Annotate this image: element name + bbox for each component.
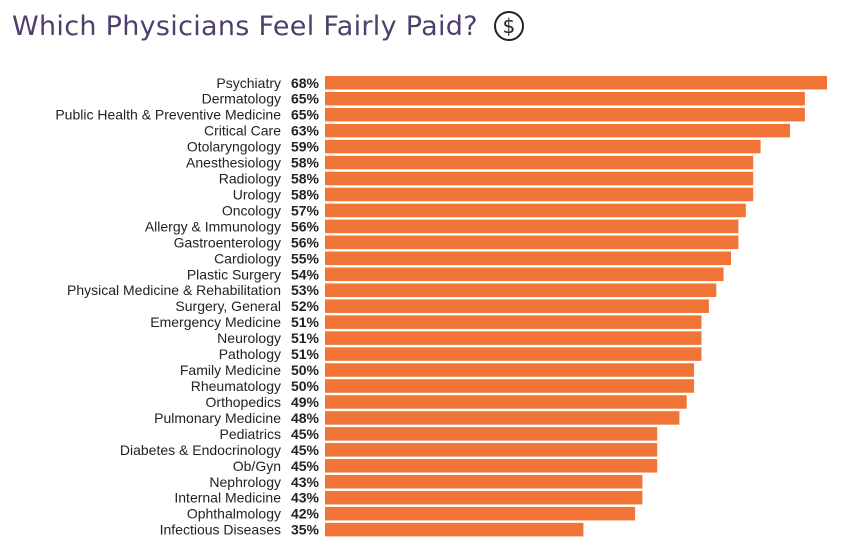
value-label: 58% (291, 171, 320, 187)
category-label: Ob/Gyn (233, 458, 281, 474)
value-label: 43% (291, 474, 320, 490)
category-label: Otolaryngology (187, 139, 281, 155)
bar (325, 475, 643, 489)
bar (325, 171, 754, 186)
bar (325, 267, 724, 282)
value-label: 56% (291, 218, 320, 234)
bar (325, 363, 695, 377)
bar (325, 251, 731, 266)
bar (325, 379, 695, 393)
category-label: Neurology (217, 330, 281, 346)
value-label: 49% (291, 394, 320, 410)
bar (325, 299, 709, 313)
bar (325, 490, 643, 505)
bar (325, 155, 754, 170)
value-label: 52% (291, 298, 320, 314)
category-label: Nephrology (209, 474, 281, 490)
value-label: 57% (291, 202, 320, 218)
bar (325, 315, 702, 329)
value-label: 59% (291, 139, 320, 155)
bar (325, 76, 827, 90)
value-label: 35% (291, 522, 320, 538)
bar (325, 139, 761, 154)
value-label: 51% (291, 346, 320, 362)
value-label: 43% (291, 490, 320, 506)
category-label: Family Medicine (180, 362, 281, 378)
category-label: Pediatrics (220, 426, 281, 442)
category-label: Radiology (219, 171, 281, 187)
category-label: Urology (233, 186, 281, 202)
category-label: Cardiology (214, 250, 281, 266)
category-label: Critical Care (204, 123, 281, 139)
value-label: 63% (291, 123, 320, 139)
category-label: Dermatology (202, 91, 281, 107)
value-label: 45% (291, 426, 320, 442)
value-label: 58% (291, 155, 320, 171)
category-label: Oncology (222, 202, 281, 218)
bar (325, 506, 636, 521)
category-label: Ophthalmology (187, 506, 281, 522)
category-label: Anesthesiology (186, 155, 281, 171)
bar (325, 91, 805, 106)
category-label: Infectious Diseases (160, 522, 281, 538)
value-label: 54% (291, 266, 320, 282)
value-label: 45% (291, 442, 320, 458)
category-label: Psychiatry (216, 75, 281, 91)
bar (325, 522, 584, 537)
dollar-circle-icon: $ (493, 11, 524, 41)
category-label: Allergy & Immunology (145, 218, 281, 234)
category-label: Orthopedics (206, 394, 281, 410)
value-label: 68% (291, 75, 320, 91)
bar (325, 203, 746, 218)
bar (325, 459, 658, 473)
bar (325, 235, 739, 250)
value-label: 42% (291, 506, 320, 522)
chart-title: Which Physicians Feel Fairly Paid? (12, 10, 478, 42)
bar (325, 411, 680, 425)
category-label: Surgery, General (175, 298, 281, 314)
category-label: Rheumatology (191, 378, 281, 394)
chart-header: Which Physicians Feel Fairly Paid? $ (12, 6, 524, 46)
category-label: Plastic Surgery (187, 266, 281, 282)
value-label: 51% (291, 314, 320, 330)
category-label: Gastroenterology (174, 234, 281, 250)
category-label: Pathology (219, 346, 281, 362)
value-label: 53% (291, 282, 320, 298)
bar (325, 123, 791, 138)
bar (325, 187, 754, 202)
value-label: 65% (291, 91, 320, 107)
bar (325, 427, 658, 441)
value-label: 50% (291, 378, 320, 394)
category-label: Internal Medicine (174, 490, 281, 506)
value-label: 45% (291, 458, 320, 474)
bar (325, 395, 687, 409)
category-label: Diabetes & Endocrinology (120, 442, 281, 458)
value-label: 51% (291, 330, 320, 346)
bar (325, 283, 717, 297)
value-label: 65% (291, 107, 320, 123)
category-label: Emergency Medicine (150, 314, 281, 330)
bar (325, 347, 702, 361)
value-label: 50% (291, 362, 320, 378)
bar (325, 219, 739, 234)
bar (325, 443, 658, 457)
bar (325, 331, 702, 345)
bar (325, 107, 805, 122)
category-label: Pulmonary Medicine (154, 410, 281, 426)
value-label: 56% (291, 234, 320, 250)
category-label: Public Health & Preventive Medicine (55, 107, 281, 123)
category-label: Physical Medicine & Rehabilitation (67, 282, 281, 298)
value-label: 55% (291, 250, 320, 266)
value-label: 48% (291, 410, 320, 426)
value-label: 58% (291, 186, 320, 202)
